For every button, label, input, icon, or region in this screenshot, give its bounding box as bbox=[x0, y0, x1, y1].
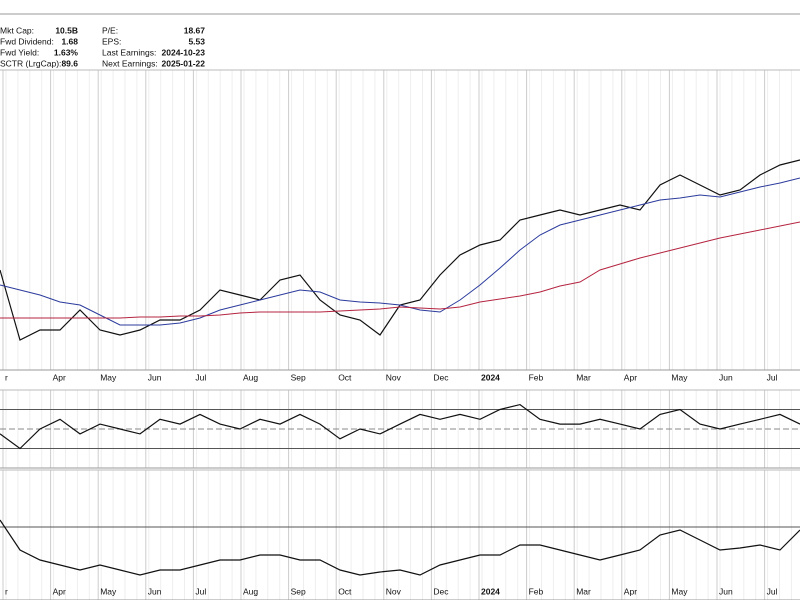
month-label: Jul bbox=[767, 586, 778, 596]
stat-value: 5.53 bbox=[188, 36, 205, 46]
stat-label: Fwd Yield: bbox=[0, 47, 39, 57]
month-label: May bbox=[671, 372, 688, 382]
month-label: May bbox=[671, 586, 688, 596]
stat-value: 1.68 bbox=[61, 36, 78, 46]
month-label: Nov bbox=[386, 586, 402, 596]
stat-label: SCTR (LrgCap): bbox=[0, 58, 61, 68]
month-label: Mar bbox=[576, 586, 591, 596]
stat-label: Next Earnings: bbox=[102, 58, 158, 68]
stat-value: 18.67 bbox=[184, 25, 206, 35]
series-line bbox=[0, 177, 800, 326]
month-label: Feb bbox=[529, 586, 544, 596]
month-label: Dec bbox=[433, 586, 449, 596]
stat-value: 2024-10-23 bbox=[162, 47, 206, 57]
stat-value: 1.63% bbox=[54, 47, 79, 57]
series-line bbox=[0, 519, 800, 576]
month-label: Nov bbox=[386, 372, 402, 382]
stat-value: 10.5B bbox=[55, 25, 78, 35]
month-label: 2024 bbox=[481, 586, 500, 596]
month-label: Jul bbox=[767, 372, 778, 382]
month-label: Aug bbox=[243, 586, 258, 596]
month-label: Aug bbox=[243, 372, 258, 382]
stat-value: 2025-01-22 bbox=[162, 58, 206, 68]
month-label: Oct bbox=[338, 586, 352, 596]
month-label: r bbox=[5, 372, 8, 382]
stat-value: 89.6 bbox=[61, 58, 78, 68]
month-label: 2024 bbox=[481, 372, 500, 382]
month-label: Mar bbox=[576, 372, 591, 382]
month-label: Oct bbox=[338, 372, 352, 382]
stat-label: EPS: bbox=[102, 36, 121, 46]
stat-label: Mkt Cap: bbox=[0, 25, 34, 35]
month-label: Apr bbox=[624, 586, 637, 596]
month-label: Jun bbox=[719, 372, 733, 382]
stat-label: P/E: bbox=[102, 25, 118, 35]
month-label: Sep bbox=[291, 586, 306, 596]
month-label: Feb bbox=[529, 372, 544, 382]
month-label: May bbox=[100, 586, 117, 596]
month-label: Jun bbox=[719, 586, 733, 596]
month-label: Apr bbox=[624, 372, 637, 382]
month-label: Apr bbox=[53, 372, 66, 382]
series-line bbox=[0, 403, 800, 450]
stat-label: Last Earnings: bbox=[102, 47, 156, 57]
month-label: r bbox=[5, 586, 8, 596]
month-label: Jun bbox=[148, 372, 162, 382]
month-label: Jul bbox=[195, 586, 206, 596]
panels: r Apr May Jun Jul Aug Sep Oct Nov Dec 2024 Feb Mar Ap… bbox=[0, 69, 800, 600]
month-label: Jun bbox=[148, 586, 162, 596]
series-line bbox=[0, 221, 800, 319]
month-label: Sep bbox=[291, 372, 306, 382]
month-label: Jul bbox=[195, 372, 206, 382]
series-line bbox=[0, 159, 800, 341]
month-label: Apr bbox=[53, 586, 66, 596]
month-label: May bbox=[100, 372, 117, 382]
month-label: Dec bbox=[433, 372, 449, 382]
stat-label: Fwd Dividend: bbox=[0, 36, 54, 46]
